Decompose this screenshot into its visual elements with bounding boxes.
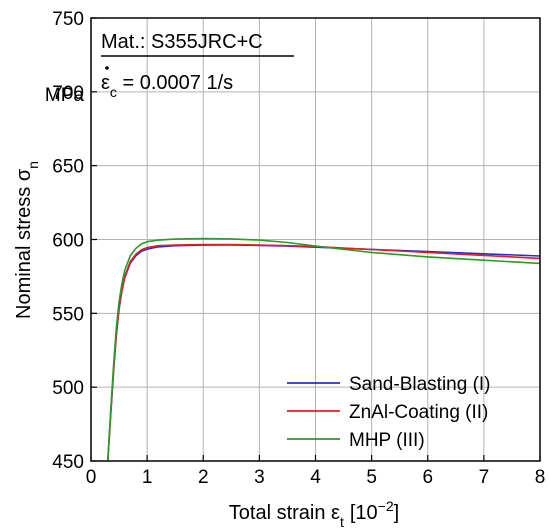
y-tick-label: 500 [52, 378, 84, 399]
strain-rate-sub: c [110, 84, 117, 100]
y-tick-label: 450 [52, 452, 84, 473]
y-unit-label: MPa [45, 85, 85, 106]
x-tick-label: 5 [366, 467, 377, 488]
series-line-3 [107, 237, 541, 462]
x-axis-title-exp: −2 [378, 498, 394, 514]
grid [91, 18, 540, 461]
legend-label-2: ZnAl-Coating (II) [349, 402, 488, 423]
strain-rate-dot [105, 66, 109, 70]
x-axis-title-sub: t [340, 514, 344, 530]
x-tick-label: 1 [142, 467, 153, 488]
y-tick-label: 700 [52, 83, 84, 104]
y-axis-title-sub: n [25, 161, 41, 169]
x-axis-title-unit: [10 [350, 502, 378, 524]
x-tick-label: 7 [479, 467, 490, 488]
strain-rate-value: = 0.0007 1/s [117, 72, 233, 94]
x-tick-label: 0 [86, 467, 97, 488]
series-line-2 [107, 243, 541, 462]
annotation-material: Mat.: S355JRC+C [101, 31, 263, 53]
legend-label-1: Sand-Blasting (I) [349, 374, 491, 395]
y-tick-label: 600 [52, 231, 84, 252]
x-tick-label: 6 [422, 467, 433, 488]
strain-rate-symbol: ε [101, 72, 110, 94]
axis-ticks: 0 1 2 3 4 5 6 7 8 450 500 550 600 650 700 750 [52, 9, 545, 488]
legend: Sand-Blasting (I) ZnAl-Coating (II) MHP (I… [287, 374, 491, 451]
legend-label-3: MHP (III) [349, 430, 425, 451]
y-axis-title-main: Nominal stress σ [13, 168, 35, 319]
annotation-box: Mat.: S355JRC+C εc = 0.0007 1/s [101, 31, 294, 100]
series-line-1 [107, 244, 541, 462]
y-tick-label: 750 [52, 9, 84, 30]
y-axis-title: Nominal stress σn [13, 161, 41, 319]
x-tick-label: 4 [310, 467, 321, 488]
series-lines [107, 237, 541, 462]
y-tick-label: 650 [52, 157, 84, 178]
x-axis-title-main: Total strain ε [229, 502, 340, 524]
x-tick-label: 8 [535, 467, 546, 488]
x-tick-label: 3 [254, 467, 265, 488]
x-tick-label: 2 [198, 467, 209, 488]
y-tick-label: 550 [52, 304, 84, 325]
annotation-strain-rate: εc = 0.0007 1/s [101, 72, 233, 100]
x-axis-title-close: ] [394, 502, 400, 524]
x-axis-title: Total strain εt [10−2] [229, 498, 399, 530]
